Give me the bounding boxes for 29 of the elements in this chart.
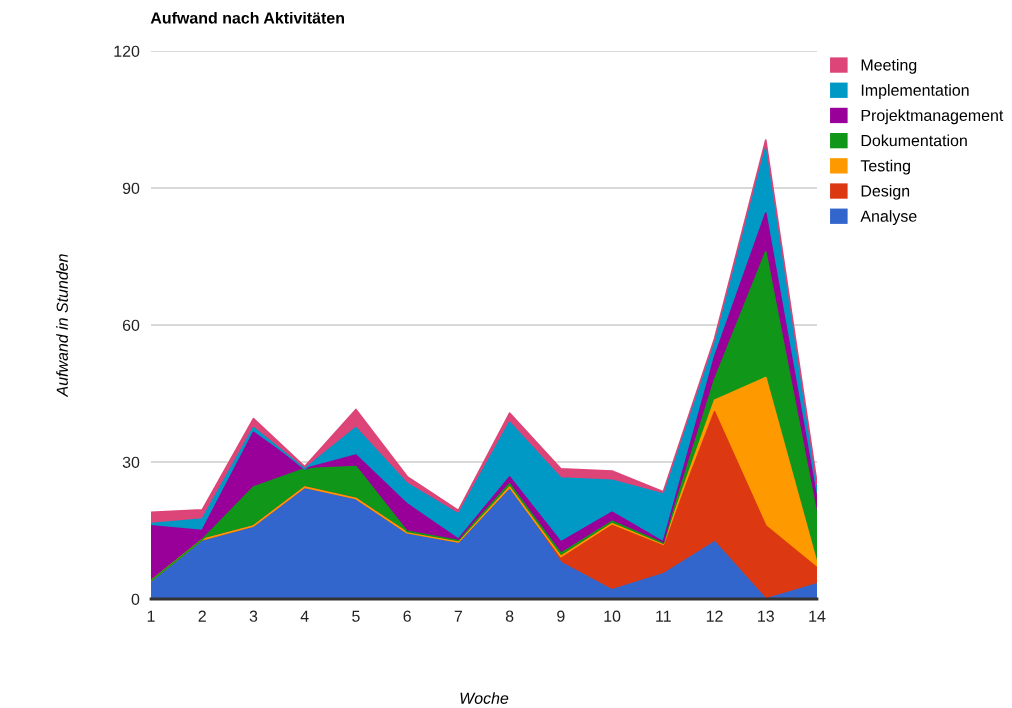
x-tick-label: 9 [557, 610, 565, 622]
legend-label: Implementation [861, 84, 969, 99]
legend-label: Design [861, 184, 910, 200]
x-tick-label: 8 [505, 610, 514, 622]
legend-label: Analyse [860, 210, 917, 225]
x-tick-label: 14 [809, 610, 826, 622]
y-tick-label: 120 [114, 45, 140, 57]
y-tick-label: 0 [131, 593, 140, 605]
x-tick-label: 12 [706, 610, 723, 622]
x-tick-label: 1 [147, 610, 155, 622]
y-tick-label: 60 [122, 319, 140, 331]
x-tick-label: 3 [249, 610, 258, 622]
legend-label: Meeting [861, 58, 917, 74]
legend-label: Testing [860, 159, 910, 175]
y-axis-title: Aufwand in Stunden [56, 254, 68, 398]
x-tick-label: 5 [352, 610, 360, 622]
x-axis-title: Woche [460, 692, 509, 704]
y-tick-label: 30 [122, 456, 140, 468]
chart-title: Aufwand nach Aktivitäten [150, 11, 344, 24]
x-tick-label: 10 [604, 610, 621, 622]
x-tick-label: 4 [300, 610, 309, 622]
legend-label: Projektmanagement [861, 109, 1004, 125]
x-tick-label: 7 [454, 610, 463, 622]
y-tick-label: 90 [122, 182, 140, 194]
x-tick-label: 11 [656, 610, 671, 622]
x-tick-label: 6 [403, 610, 411, 622]
legend-label: Dokumentation [861, 134, 967, 147]
x-tick-label: 2 [198, 610, 206, 622]
x-tick-label: 13 [758, 610, 774, 622]
